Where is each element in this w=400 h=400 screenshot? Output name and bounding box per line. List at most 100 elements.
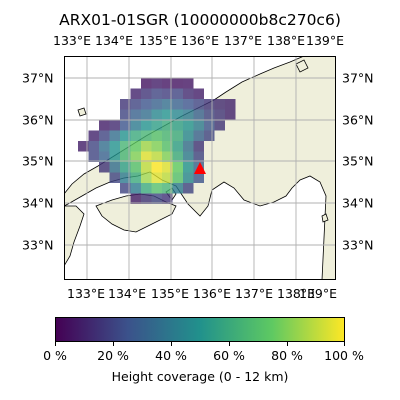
coverage-cell bbox=[172, 172, 183, 183]
coverage-cell bbox=[172, 141, 183, 152]
coverage-cell bbox=[120, 162, 131, 173]
coverage-cell bbox=[204, 130, 215, 141]
lat-label-right: 35°N bbox=[342, 153, 374, 169]
coverage-cell bbox=[88, 130, 99, 141]
coverage-cell bbox=[193, 120, 204, 131]
coverage-cell bbox=[109, 151, 120, 162]
colorbar-title: Height coverage (0 - 12 km) bbox=[111, 369, 289, 384]
coverage-cell bbox=[193, 130, 204, 141]
coverage-cell bbox=[172, 88, 183, 99]
coverage-cell bbox=[183, 109, 194, 120]
coverage-cell bbox=[162, 88, 173, 99]
coverage-cell bbox=[120, 183, 131, 194]
coverage-cell bbox=[183, 162, 194, 173]
land-oki-islands bbox=[77, 107, 87, 117]
land-izu-island bbox=[321, 213, 329, 223]
lat-label-left: 34°N bbox=[22, 195, 54, 211]
coverage-cell bbox=[151, 78, 162, 89]
coverage-cell bbox=[120, 172, 131, 183]
lat-label-left: 37°N bbox=[22, 70, 54, 86]
land-sado bbox=[295, 59, 309, 73]
plot-title: ARX01-01SGR (10000000b8c270c6) bbox=[59, 11, 341, 29]
coverage-cell bbox=[130, 109, 141, 120]
coverage-cell bbox=[193, 151, 204, 162]
coverage-cell bbox=[99, 141, 110, 152]
lat-label-left: 35°N bbox=[22, 153, 54, 169]
coverage-cell bbox=[130, 120, 141, 131]
coverage-cell bbox=[99, 130, 110, 141]
coverage-cell bbox=[141, 99, 152, 110]
lon-label-top: 135°E bbox=[138, 33, 178, 48]
coverage-cell bbox=[109, 162, 120, 173]
lon-label-top: 139°E bbox=[305, 33, 345, 48]
coverage-cell bbox=[120, 151, 131, 162]
coverage-cell bbox=[130, 130, 141, 141]
lon-label-top: 137°E bbox=[223, 33, 263, 48]
colorbar-tick bbox=[55, 342, 56, 346]
coverage-cell bbox=[183, 183, 194, 194]
coverage-cell bbox=[162, 151, 173, 162]
coverage-cell bbox=[130, 183, 141, 194]
colorbar-tick bbox=[113, 342, 114, 346]
map-panel bbox=[64, 56, 336, 280]
coverage-cell bbox=[141, 109, 152, 120]
coverage-cell bbox=[141, 151, 152, 162]
coverage-cell bbox=[141, 183, 152, 194]
coverage-cell bbox=[141, 193, 152, 204]
lat-label-left: 33°N bbox=[22, 237, 54, 253]
coverage-cell bbox=[130, 88, 141, 99]
lon-label-bottom: 133°E bbox=[66, 286, 106, 301]
coverage-cell bbox=[162, 172, 173, 183]
coverage-cell bbox=[151, 141, 162, 152]
coverage-cell bbox=[109, 172, 120, 183]
coverage-cell bbox=[193, 99, 204, 110]
coverage-cell bbox=[172, 78, 183, 89]
station-marker-icon bbox=[194, 162, 206, 174]
coverage-cell bbox=[130, 193, 141, 204]
coverage-cell bbox=[88, 151, 99, 162]
coverage-cell bbox=[162, 130, 173, 141]
colorbar-tick bbox=[229, 342, 230, 346]
coverage-cell bbox=[204, 109, 215, 120]
coverage-cell bbox=[99, 120, 110, 131]
coverage-cell bbox=[141, 162, 152, 173]
coverage-cell bbox=[162, 141, 173, 152]
colorbar-tick bbox=[287, 342, 288, 346]
lat-label-right: 37°N bbox=[342, 70, 374, 86]
coverage-cell bbox=[141, 130, 152, 141]
coverage-cell bbox=[130, 99, 141, 110]
coverage-cell bbox=[183, 88, 194, 99]
colorbar-tick-label: 0 % bbox=[43, 348, 67, 363]
coverage-cell bbox=[151, 151, 162, 162]
coverage-cell bbox=[151, 172, 162, 183]
colorbar-tick bbox=[344, 342, 345, 346]
coverage-cell bbox=[130, 141, 141, 152]
coverage-cell bbox=[204, 99, 215, 110]
coverage-cell bbox=[151, 109, 162, 120]
lon-label-top: 134°E bbox=[94, 33, 134, 48]
coverage-cell bbox=[88, 141, 99, 152]
coverage-cell bbox=[141, 78, 152, 89]
coverage-cell bbox=[141, 88, 152, 99]
coverage-cell bbox=[172, 162, 183, 173]
colorbar bbox=[55, 317, 345, 342]
coverage-cell bbox=[162, 183, 173, 194]
lat-label-right: 33°N bbox=[342, 237, 374, 253]
coverage-cell bbox=[109, 141, 120, 152]
coverage-cell bbox=[162, 109, 173, 120]
coverage-cell bbox=[151, 88, 162, 99]
coverage-cell bbox=[162, 193, 173, 204]
lon-label-bottom: 139°E bbox=[298, 286, 338, 301]
coverage-cell bbox=[183, 172, 194, 183]
coverage-cell bbox=[214, 109, 225, 120]
colorbar-tick-label: 40 % bbox=[155, 348, 187, 363]
coverage-cell bbox=[151, 162, 162, 173]
lon-label-bottom: 137°E bbox=[234, 286, 274, 301]
coverage-cell bbox=[172, 130, 183, 141]
coverage-cell bbox=[183, 151, 194, 162]
colorbar-tick-label: 80 % bbox=[271, 348, 303, 363]
lon-label-bottom: 135°E bbox=[150, 286, 190, 301]
lon-label-top: 138°E bbox=[266, 33, 306, 48]
coverage-cell bbox=[172, 120, 183, 131]
coverage-cell bbox=[130, 151, 141, 162]
